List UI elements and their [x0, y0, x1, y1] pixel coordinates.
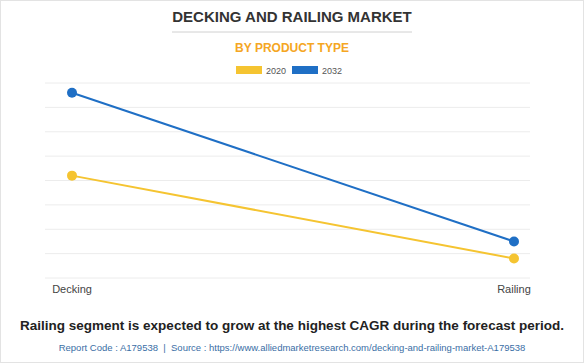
grid-line	[45, 229, 530, 230]
chart-root: DECKING AND RAILING MARKET BY PRODUCT TYP…	[0, 0, 584, 363]
x-tick-label: Railing	[497, 283, 531, 295]
point	[509, 236, 519, 246]
grid-line	[45, 131, 530, 132]
caption: Railing segment is expected to grow at t…	[20, 318, 564, 333]
chart: DECKING AND RAILING MARKET BY PRODUCT TYP…	[0, 0, 584, 363]
grid-line	[45, 253, 530, 254]
legend-label: 2020	[266, 66, 286, 76]
frame	[1, 1, 584, 363]
plot	[67, 88, 519, 264]
title: DECKING AND RAILING MARKET	[172, 8, 411, 25]
point	[67, 88, 77, 98]
title-rule	[172, 32, 412, 33]
grid-line	[45, 278, 530, 279]
source: Report Code : A179538 | Source : https:/…	[59, 342, 526, 353]
grid-line	[45, 180, 530, 181]
legend-swatch	[236, 66, 262, 74]
subtitle: BY PRODUCT TYPE	[235, 41, 349, 55]
legend-swatch	[292, 66, 318, 74]
series-line	[72, 93, 514, 242]
point	[67, 171, 77, 181]
grid-line	[45, 83, 530, 84]
point	[509, 254, 519, 264]
legend-label: 2032	[322, 66, 342, 76]
series-line	[72, 176, 514, 259]
x-tick-label: Decking	[52, 283, 92, 295]
grid-line	[45, 156, 530, 157]
grid-line	[45, 204, 530, 205]
